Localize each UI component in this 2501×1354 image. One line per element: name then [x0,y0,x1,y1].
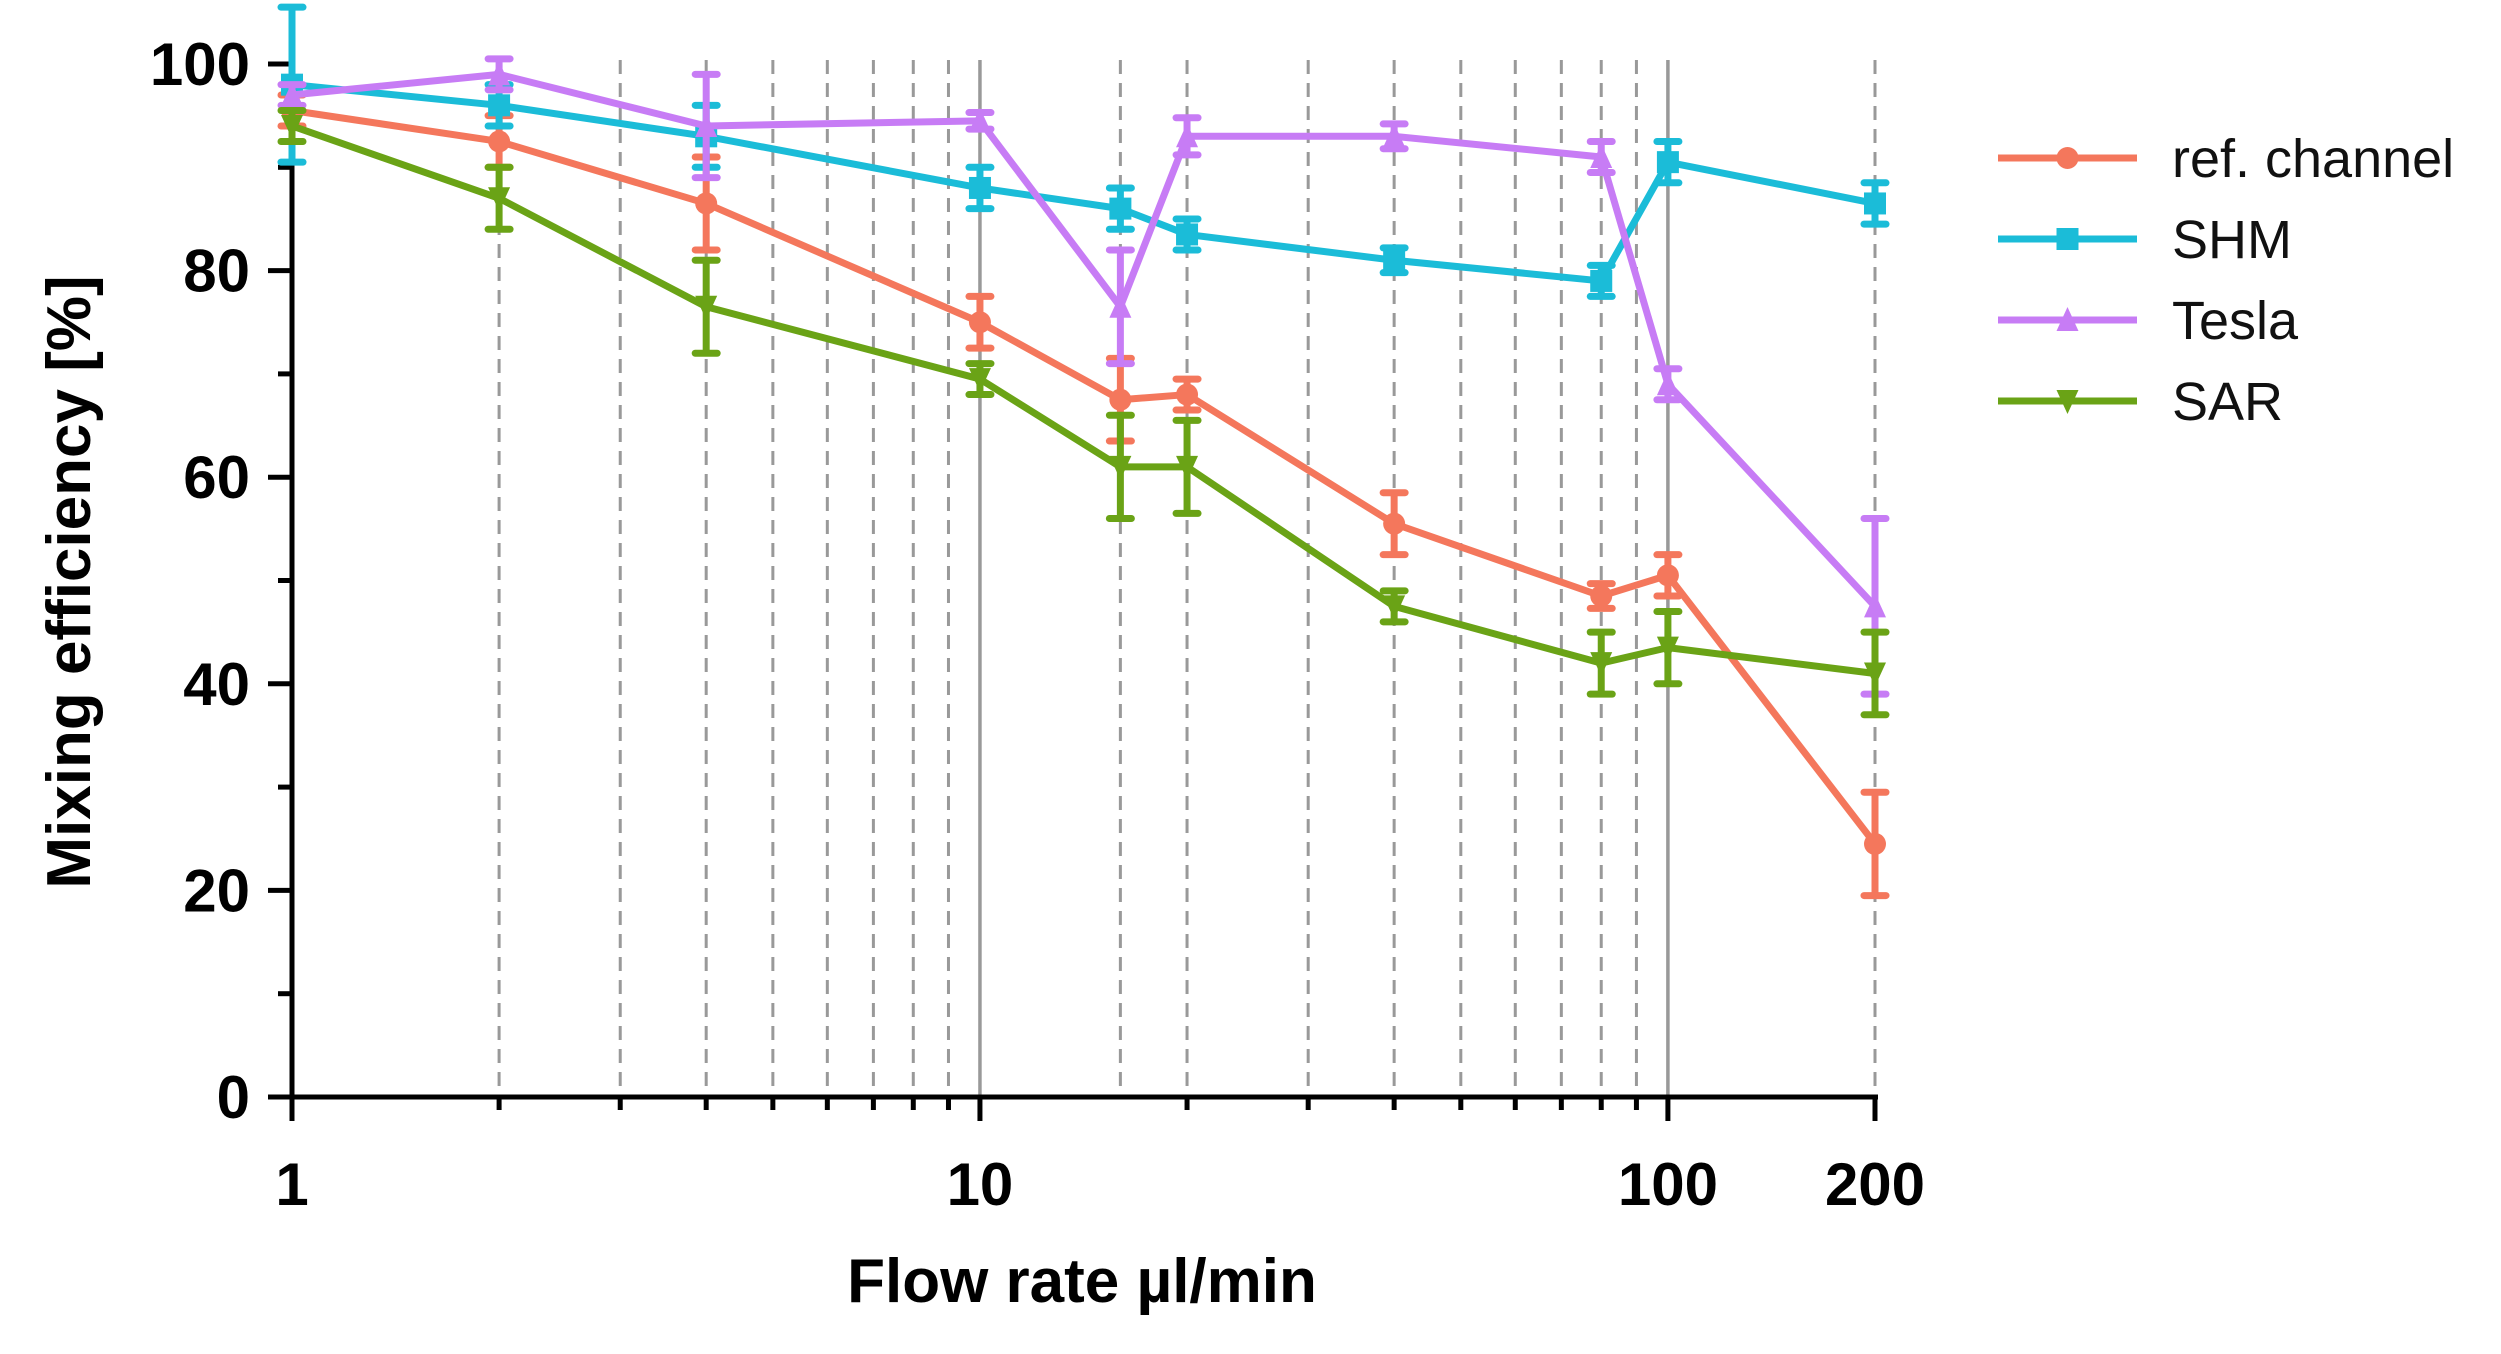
data-point [1656,564,1679,587]
x-tick-label: 200 [1825,1151,1925,1218]
legend-item: ref. channel [1998,129,2454,189]
data-point [488,130,511,153]
data-point [695,192,718,215]
data-point [1590,652,1613,677]
data-point [1176,123,1199,148]
data-point [1176,223,1199,246]
legend-label: SHM [2172,210,2292,270]
series-line [290,122,1876,677]
series-layer [277,3,1890,900]
data-point [1590,584,1613,607]
x-tick-label: 1 [275,1151,308,1218]
data-point [1109,455,1132,480]
data-point [488,94,511,117]
legend-swatch-marker [2056,228,2079,250]
data-point [1656,371,1679,396]
x-tick-label: 100 [1618,1151,1718,1218]
legend-item: Tesla [1998,291,2299,351]
series-ref-channel [277,91,1890,900]
data-point [1590,143,1613,168]
legend-swatch-marker [2056,307,2079,331]
data-point [1109,293,1132,318]
data-point [1656,151,1679,174]
y-tick-label: 60 [183,444,250,511]
legend-swatch-marker [2056,147,2079,169]
legend-label: SAR [2172,372,2283,432]
data-point [968,311,991,334]
data-point [1176,455,1199,480]
data-point [968,107,991,132]
series-line [291,107,1878,847]
y-tick-label: 40 [183,651,250,718]
series-sar [277,106,1890,719]
data-point [1383,249,1406,272]
data-point [968,368,991,393]
data-point [695,112,718,137]
data-point [1864,832,1886,855]
legend-item: SHM [1998,210,2292,270]
x-axis-title: Flow rate µl/min [847,1247,1317,1316]
data-point [1864,192,1886,215]
data-point [695,295,718,320]
data-point [1590,269,1613,292]
data-point [1864,662,1886,687]
series-tesla [277,55,1890,698]
y-tick-label: 0 [217,1064,250,1131]
data-point [968,176,991,199]
y-tick-label: 20 [183,857,250,924]
data-point [1109,388,1132,411]
data-point [1383,512,1406,535]
data-point [281,114,303,139]
legend-label: Tesla [2172,291,2299,351]
data-point [488,61,511,86]
data-point [1109,197,1132,220]
data-point [1656,636,1679,661]
legend-swatch-marker [2056,390,2079,414]
data-point [1383,595,1406,620]
series-line [291,70,1878,609]
legend: ref. channel SHM Tesla SAR [1998,129,2454,432]
legend-item: SAR [1998,372,2283,432]
data-point [281,81,303,106]
y-axis-title: Mixing efficiency [%] [35,275,104,888]
legend-label: ref. channel [2172,129,2454,189]
y-tick-label: 100 [150,31,250,98]
data-point [1176,383,1199,406]
data-point [1864,593,1886,618]
x-tick-label: 10 [947,1151,1014,1218]
data-point [1383,123,1406,148]
y-tick-label: 80 [183,238,250,305]
axes-layer: 0 20 40 60 80 100 1 10 100 200 [150,31,1925,1218]
data-point [488,187,511,212]
